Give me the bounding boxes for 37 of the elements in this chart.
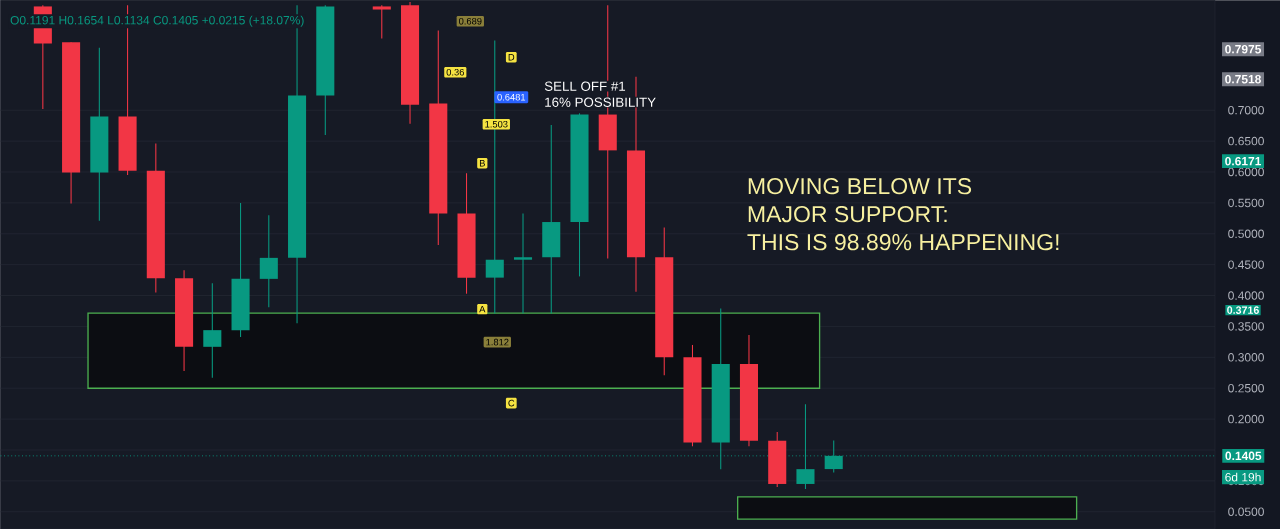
annotation: 0.689 — [458, 17, 482, 25]
text: 0.7518 — [1225, 74, 1262, 84]
annotation: C — [508, 399, 515, 407]
annotation: 1.503 — [485, 120, 508, 128]
annotation: 0.6481 — [497, 93, 526, 101]
y-tick-label: 0.5000 — [1228, 229, 1264, 238]
annotation: 0.36 — [446, 68, 464, 76]
annotation: 1.812 — [486, 338, 509, 346]
annotation: B — [479, 159, 485, 167]
y-tick-label: 0.6500 — [1228, 136, 1264, 146]
ref-line-label: 0.1405 — [1225, 451, 1262, 460]
y-tick-label: 0.4500 — [1228, 260, 1264, 269]
y-tick-label: 0.4000 — [1228, 291, 1264, 300]
annotation: MAJOR SUPPORT: — [748, 205, 947, 223]
annotation: 16% POSSIBILITY — [545, 97, 656, 107]
text: 0.7975 — [1225, 44, 1262, 54]
annotation: D — [508, 53, 515, 61]
y-tick-label: 0.3500 — [1228, 322, 1264, 331]
y-tick-label: 0.7000 — [1228, 105, 1264, 115]
y-tick-label: 0.6000 — [1228, 167, 1264, 177]
y-tick-label: 0.0500 — [1228, 507, 1264, 516]
candlestick — [203, 282, 222, 379]
text: 0.3716 — [1227, 306, 1259, 314]
candlestick — [372, 4, 391, 39]
annotation: SELL OFF #1 — [544, 81, 626, 91]
annotation: A — [479, 305, 486, 313]
candlestick — [513, 212, 533, 314]
y-tick-label: 0.2500 — [1228, 383, 1264, 393]
y-tick-label: 0.5500 — [1228, 198, 1264, 207]
y-tick-label: 0.3000 — [1228, 352, 1264, 362]
text: 6d 19h — [1225, 472, 1261, 482]
annotation: MOVING BELOW ITS — [748, 177, 972, 195]
y-tick-label: 0.2000 — [1228, 414, 1264, 424]
text: 0.6171 — [1225, 156, 1262, 166]
text: O0.1191 H0.1654 L0.1134 C0.1405 +0.0215 (+18.07%) — [10, 15, 304, 27]
annotation: THIS IS 98.89% HAPPENING! — [747, 233, 1059, 251]
candlestick — [259, 214, 278, 308]
